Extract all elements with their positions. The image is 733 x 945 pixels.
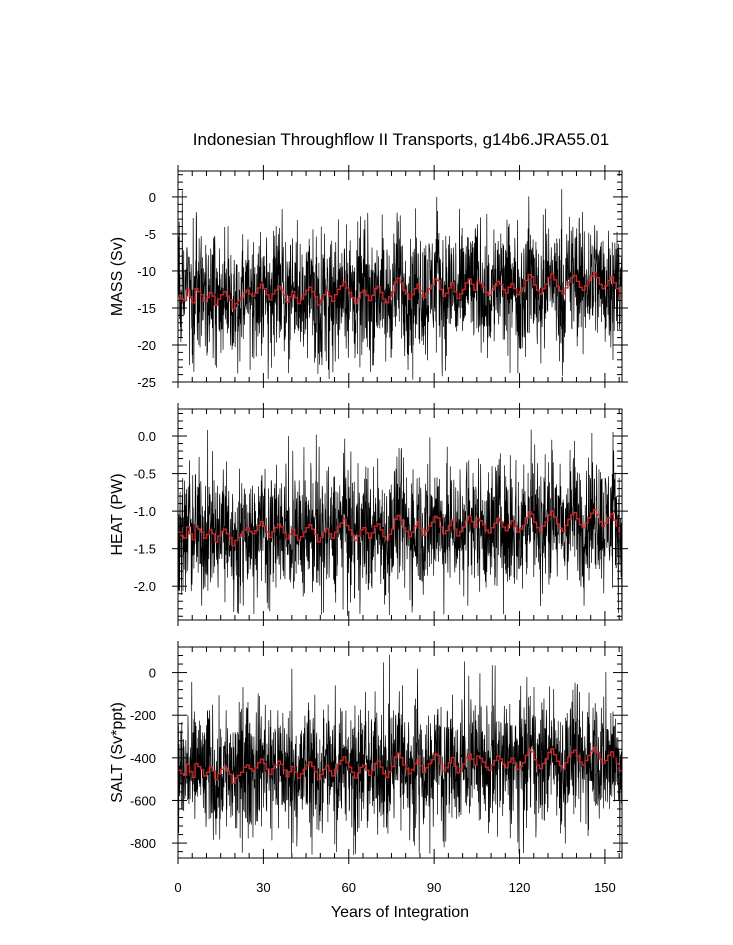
y-axis-label: HEAT (PW) [109, 473, 126, 555]
x-tick-label: 150 [594, 880, 616, 895]
series-monthly-1 [178, 189, 622, 380]
panel-3: 0 -200 -400 -600 -800 SALT (Sv*ppt) 0 30 60 90 120… [109, 641, 628, 895]
y-tick-label: -1.5 [134, 542, 156, 557]
panels: 0 -5 -10 -15 -20 -25 MASS (Sv) 0.0 -0.5 -1.0 -1.5 -… [109, 165, 628, 895]
y-tick-label: 0.0 [138, 429, 156, 444]
y-tick-label: -800 [130, 836, 156, 851]
plot-frame-2 [177, 408, 623, 621]
x-axis-label: Years of Integration [331, 904, 469, 921]
x-tick-label: 90 [427, 880, 441, 895]
y-tick-label: -2.0 [134, 579, 156, 594]
y-tick-label: -200 [130, 708, 156, 723]
y-tick-label: -5 [144, 227, 156, 242]
plot-frame-3 [177, 646, 623, 859]
y-tick-label: -600 [130, 793, 156, 808]
x-tick-label: 30 [256, 880, 270, 895]
y-tick-label: -25 [137, 375, 156, 390]
y-axis-label: SALT (Sv*ppt) [109, 702, 126, 803]
y-tick-label: -20 [137, 338, 156, 353]
y-axis-label: MASS (Sv) [109, 237, 126, 316]
y-tick-label: 0 [149, 190, 156, 205]
y-tick-label: -15 [137, 301, 156, 316]
y-tick-label: 0 [149, 666, 156, 681]
x-tick-label: 0 [174, 880, 181, 895]
plot-frame-1 [177, 170, 623, 383]
y-tick-label: -400 [130, 751, 156, 766]
series-annual-1 [178, 271, 622, 310]
series-annual-2 [178, 508, 622, 547]
panel-2: 0.0 -0.5 -1.0 -1.5 -2.0 HEAT (PW) [109, 403, 628, 626]
panel-1: 0 -5 -10 -15 -20 -25 MASS (Sv) [109, 165, 628, 390]
y-tick-label: -10 [137, 264, 156, 279]
y-tick-label: -0.5 [134, 467, 156, 482]
series-monthly-2 [178, 429, 622, 616]
y-tick-label: -1.0 [134, 504, 156, 519]
x-tick-label: 120 [509, 880, 531, 895]
x-tick-label: 60 [342, 880, 356, 895]
chart-title: Indonesian Throughflow II Transports, g1… [193, 130, 609, 149]
series-monthly-3 [178, 654, 622, 855]
series-annual-3 [178, 746, 622, 785]
